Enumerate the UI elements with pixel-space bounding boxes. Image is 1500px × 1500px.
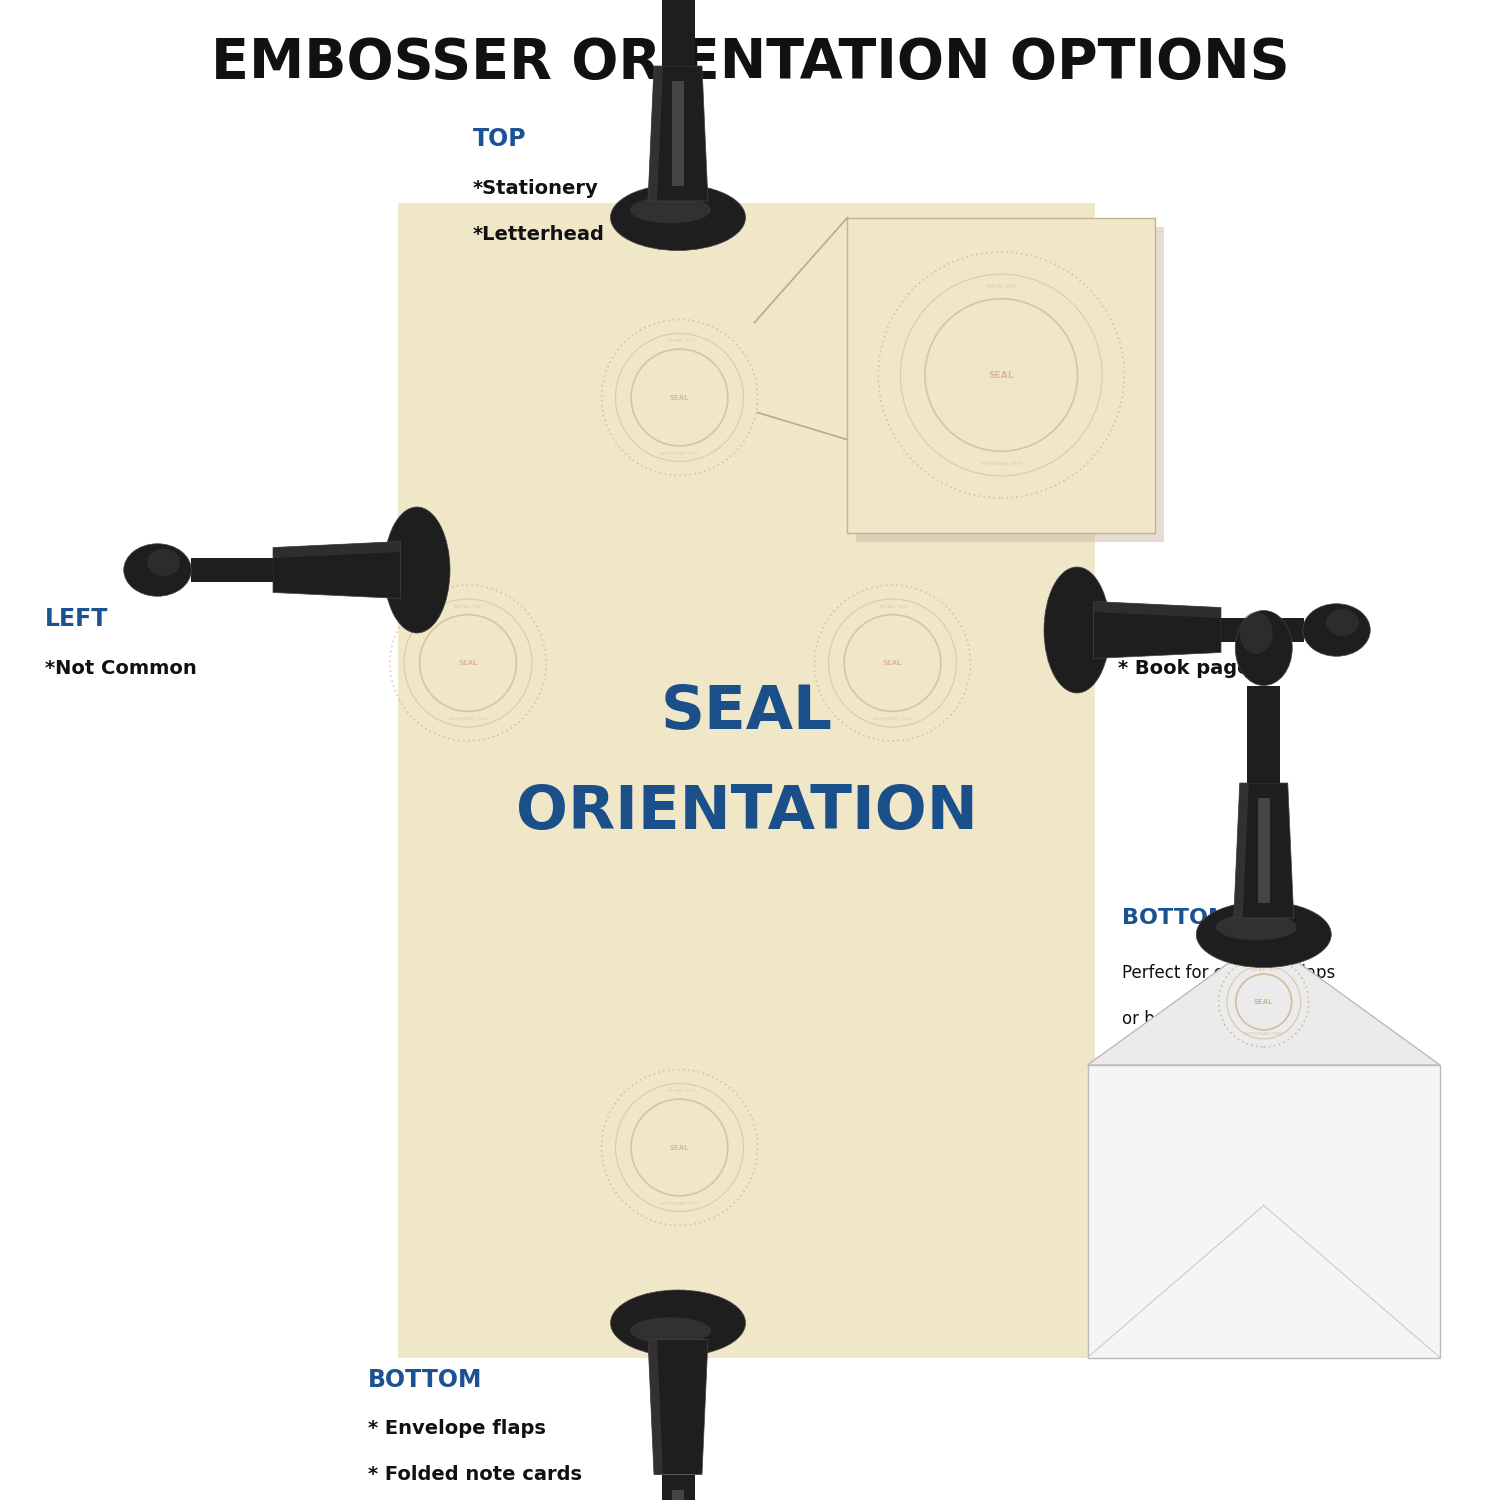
Text: * Envelope flaps: * Envelope flaps: [368, 1419, 546, 1438]
Ellipse shape: [610, 184, 746, 250]
Polygon shape: [648, 1340, 708, 1474]
Bar: [672, 1490, 684, 1500]
Ellipse shape: [1236, 610, 1292, 686]
Text: BOTTOM: BOTTOM: [368, 1368, 482, 1392]
Text: SEAL: SEAL: [1254, 999, 1274, 1005]
Bar: [847, 217, 1155, 532]
Text: or bottom of page seals: or bottom of page seals: [1122, 1010, 1320, 1028]
Bar: [1088, 1065, 1440, 1358]
Text: EMBOSSER ORIENTATION OPTIONS: EMBOSSER ORIENTATION OPTIONS: [210, 36, 1290, 90]
Text: BOTTOM ARC TEXT: BOTTOM ARC TEXT: [981, 462, 1022, 465]
Ellipse shape: [1302, 604, 1371, 657]
Ellipse shape: [384, 507, 450, 633]
Text: *Not Common: *Not Common: [45, 658, 196, 678]
Text: SEAL: SEAL: [669, 1144, 688, 1150]
Bar: [1248, 686, 1280, 783]
Polygon shape: [1094, 602, 1221, 658]
Text: TOP ARC TEXT: TOP ARC TEXT: [878, 604, 908, 609]
Text: SEAL: SEAL: [988, 370, 1014, 380]
Text: LEFT: LEFT: [45, 608, 108, 631]
Ellipse shape: [1239, 612, 1272, 654]
Text: BOTTOM ARC TEXT: BOTTOM ARC TEXT: [660, 1202, 699, 1206]
Ellipse shape: [124, 544, 192, 597]
Text: BOTTOM: BOTTOM: [1122, 908, 1230, 927]
Text: SEAL: SEAL: [669, 394, 688, 400]
Text: * Book page: * Book page: [1118, 658, 1250, 678]
Text: TOP ARC TEXT: TOP ARC TEXT: [986, 284, 1017, 290]
Polygon shape: [648, 1340, 663, 1474]
Polygon shape: [1094, 602, 1221, 618]
Ellipse shape: [630, 1317, 711, 1344]
Bar: [662, 1474, 694, 1500]
Text: *Stationery: *Stationery: [472, 178, 598, 198]
Text: TOP: TOP: [472, 128, 526, 152]
Bar: [856, 226, 1164, 542]
Text: *Letterhead: *Letterhead: [472, 225, 604, 245]
Bar: [398, 202, 1095, 1358]
Text: SEAL: SEAL: [459, 660, 477, 666]
Text: Perfect for envelope flaps: Perfect for envelope flaps: [1122, 964, 1335, 982]
Text: TOP ARC TEXT: TOP ARC TEXT: [664, 339, 694, 344]
Text: ORIENTATION: ORIENTATION: [516, 783, 978, 843]
Polygon shape: [1233, 783, 1248, 918]
Text: TOP ARC TEXT: TOP ARC TEXT: [664, 1089, 694, 1094]
Text: BOTTOM ARC TEXT: BOTTOM ARC TEXT: [873, 717, 912, 722]
Bar: [190, 558, 273, 582]
Bar: [662, 0, 694, 66]
Polygon shape: [273, 542, 400, 598]
Bar: [1257, 798, 1269, 903]
Text: BOTTOM ARC TEXT: BOTTOM ARC TEXT: [660, 452, 699, 456]
Ellipse shape: [1197, 902, 1332, 968]
Bar: [1221, 618, 1304, 642]
Text: * Folded note cards: * Folded note cards: [368, 1466, 582, 1485]
Text: SEAL: SEAL: [882, 660, 903, 666]
Ellipse shape: [1215, 914, 1296, 940]
Bar: [672, 81, 684, 186]
Ellipse shape: [1044, 567, 1110, 693]
Text: BOTTOM ARC TEXT: BOTTOM ARC TEXT: [448, 717, 488, 722]
Polygon shape: [648, 66, 708, 201]
Polygon shape: [648, 66, 663, 201]
Ellipse shape: [630, 196, 711, 223]
Ellipse shape: [1326, 609, 1359, 636]
Text: BOTTOM ARC TEXT: BOTTOM ARC TEXT: [1245, 1032, 1282, 1036]
Polygon shape: [1088, 938, 1440, 1065]
Text: RIGHT: RIGHT: [1118, 608, 1200, 631]
Ellipse shape: [147, 549, 180, 576]
Text: SEAL: SEAL: [662, 682, 832, 742]
Polygon shape: [273, 542, 400, 558]
Text: TOP ARC TEXT: TOP ARC TEXT: [453, 604, 483, 609]
Text: TOP ARC TEXT: TOP ARC TEXT: [1250, 968, 1278, 972]
Ellipse shape: [610, 1290, 746, 1356]
Polygon shape: [1233, 783, 1293, 918]
